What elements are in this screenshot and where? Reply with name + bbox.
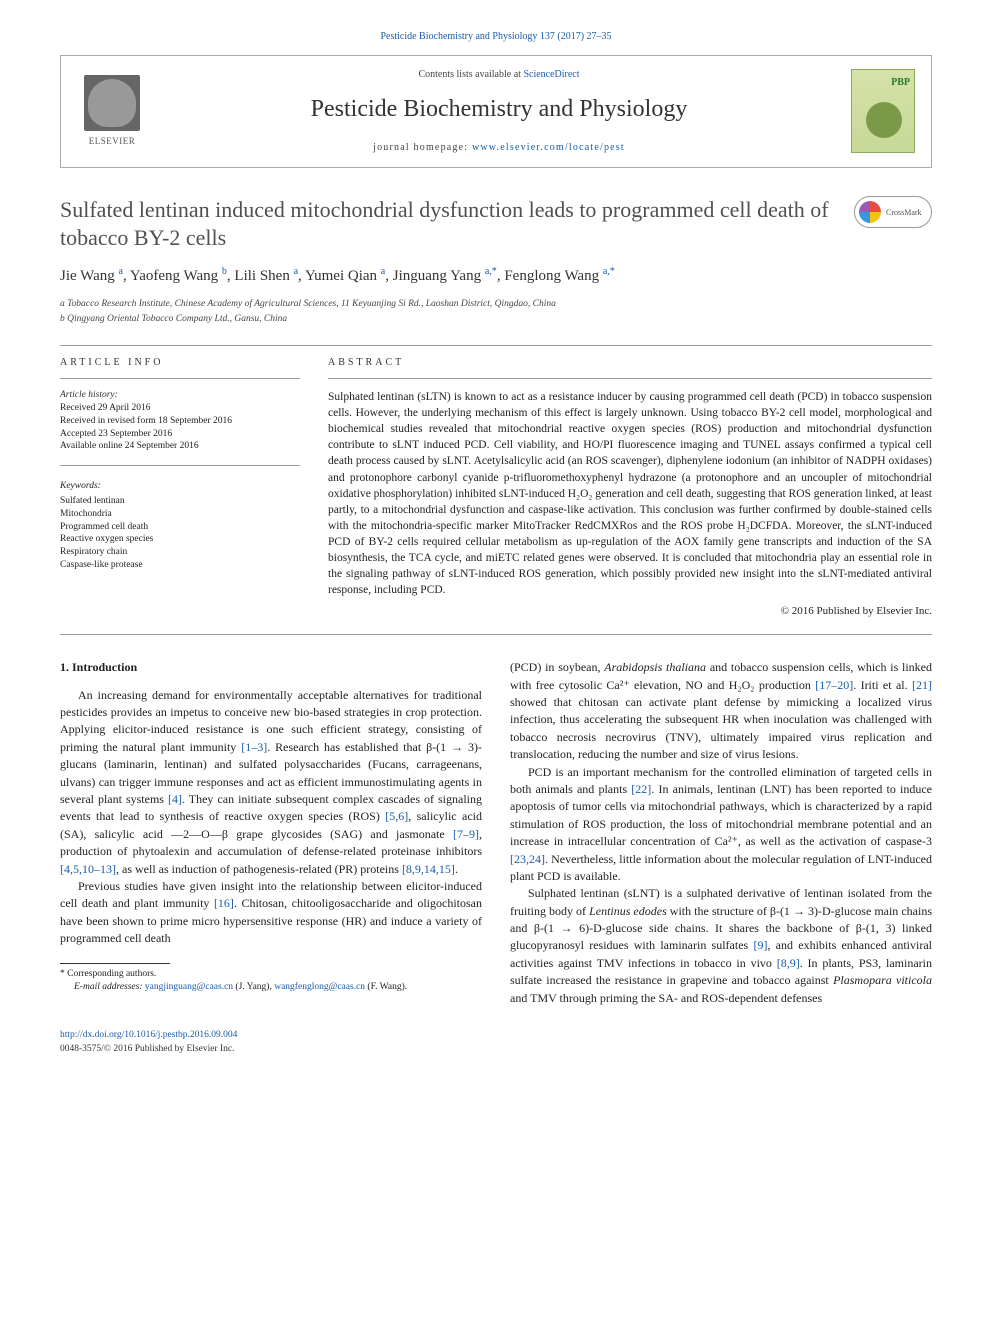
- email-line: E-mail addresses: yangjinguang@caas.cn (…: [60, 981, 482, 993]
- sciencedirect-link[interactable]: ScienceDirect: [523, 69, 579, 80]
- abstract-text: Sulphated lentinan (sLTN) is known to ac…: [328, 389, 932, 598]
- divider: [60, 465, 300, 466]
- body-paragraph: Previous studies have given insight into…: [60, 878, 482, 948]
- body-paragraph: An increasing demand for environmentally…: [60, 687, 482, 878]
- ref-link[interactable]: [8,9,14,15]: [402, 862, 455, 876]
- elsevier-tree-icon: [84, 75, 140, 131]
- ref-link[interactable]: [5,6]: [385, 809, 408, 823]
- footnote-separator: [60, 963, 170, 964]
- body-paragraph: Sulphated lentinan (sLNT) is a sulphated…: [510, 885, 932, 1007]
- ref-link[interactable]: [4]: [168, 792, 182, 806]
- info-abstract-grid: ARTICLE INFO Article history: Received 2…: [60, 356, 932, 621]
- history-item: Accepted 23 September 2016: [60, 428, 300, 441]
- history-label: Article history:: [60, 389, 300, 402]
- ref-link[interactable]: [22]: [631, 782, 651, 796]
- body-paragraph: PCD is an important mechanism for the co…: [510, 764, 932, 886]
- keywords-label: Keywords:: [60, 480, 300, 493]
- ref-link[interactable]: [9]: [753, 938, 767, 952]
- affiliations: a Tobacco Research Institute, Chinese Ac…: [60, 298, 932, 327]
- keyword: Reactive oxygen species: [60, 533, 300, 546]
- journal-title: Pesticide Biochemistry and Physiology: [163, 92, 835, 127]
- history-item: Received 29 April 2016: [60, 402, 300, 415]
- affiliation-a: a Tobacco Research Institute, Chinese Ac…: [60, 298, 932, 312]
- body-paragraph: (PCD) in soybean, Arabidopsis thaliana a…: [510, 659, 932, 763]
- ref-link[interactable]: [8,9]: [777, 956, 800, 970]
- issn-copyright: 0048-3575/© 2016 Published by Elsevier I…: [60, 1043, 932, 1057]
- keyword: Mitochondria: [60, 508, 300, 521]
- history-item: Received in revised form 18 September 20…: [60, 415, 300, 428]
- keyword: Sulfated lentinan: [60, 495, 300, 508]
- journal-masthead: ELSEVIER Contents lists available at Sci…: [60, 55, 932, 169]
- divider: [60, 345, 932, 346]
- keywords-block: Keywords: Sulfated lentinan Mitochondria…: [60, 480, 300, 572]
- email-name: (F. Wang).: [367, 982, 407, 992]
- history-item: Available online 24 September 2016: [60, 440, 300, 453]
- keyword: Programmed cell death: [60, 521, 300, 534]
- homepage-prefix: journal homepage:: [373, 142, 472, 153]
- ref-link[interactable]: [7–9]: [453, 827, 479, 841]
- email-label: E-mail addresses:: [74, 982, 143, 992]
- body-two-column: 1. Introduction An increasing demand for…: [60, 659, 932, 1007]
- crossmark-label: CrossMark: [886, 207, 922, 219]
- crossmark-badge[interactable]: CrossMark: [854, 196, 932, 228]
- email-link[interactable]: wangfenglong@caas.cn: [274, 982, 365, 992]
- abstract-heading: ABSTRACT: [328, 356, 932, 371]
- article-info-column: ARTICLE INFO Article history: Received 2…: [60, 356, 300, 621]
- article-history: Article history: Received 29 April 2016 …: [60, 389, 300, 453]
- abstract-copyright: © 2016 Published by Elsevier Inc.: [328, 604, 932, 620]
- corresponding-author-footnote: * Corresponding authors. E-mail addresse…: [60, 968, 482, 993]
- elsevier-wordmark: ELSEVIER: [89, 135, 136, 148]
- corresponding-label: * Corresponding authors.: [60, 968, 482, 980]
- divider: [60, 378, 300, 379]
- article-info-heading: ARTICLE INFO: [60, 356, 300, 371]
- ref-link[interactable]: [4,5,10–13]: [60, 862, 116, 876]
- crossmark-icon: [859, 201, 881, 223]
- running-citation: Pesticide Biochemistry and Physiology 13…: [60, 30, 932, 45]
- page-footer: http://dx.doi.org/10.1016/j.pestbp.2016.…: [60, 1029, 932, 1057]
- keyword: Caspase-like protease: [60, 559, 300, 572]
- affiliation-b: b Qingyang Oriental Tobacco Company Ltd.…: [60, 313, 932, 327]
- ref-link[interactable]: [1–3]: [241, 740, 267, 754]
- ref-link[interactable]: [23,24]: [510, 852, 545, 866]
- section-heading-introduction: 1. Introduction: [60, 659, 482, 676]
- ref-link[interactable]: [16]: [214, 896, 234, 910]
- ref-link[interactable]: [21]: [912, 678, 932, 692]
- doi-link[interactable]: http://dx.doi.org/10.1016/j.pestbp.2016.…: [60, 1030, 237, 1040]
- title-row: Sulfated lentinan induced mitochondrial …: [60, 196, 932, 251]
- email-link[interactable]: yangjinguang@caas.cn: [145, 982, 233, 992]
- article-title: Sulfated lentinan induced mitochondrial …: [60, 196, 854, 251]
- email-name: (J. Yang),: [235, 982, 271, 992]
- abstract-column: ABSTRACT Sulphated lentinan (sLTN) is kn…: [328, 356, 932, 621]
- contents-prefix: Contents lists available at: [418, 69, 523, 80]
- ref-link[interactable]: [17–20]: [815, 678, 853, 692]
- section-divider: [60, 634, 932, 635]
- citation-link[interactable]: Pesticide Biochemistry and Physiology 13…: [380, 31, 611, 42]
- elsevier-logo: ELSEVIER: [77, 69, 147, 153]
- homepage-line: journal homepage: www.elsevier.com/locat…: [163, 141, 835, 156]
- divider: [328, 378, 932, 379]
- masthead-center: Contents lists available at ScienceDirec…: [163, 68, 835, 156]
- journal-cover-thumbnail: [851, 69, 915, 153]
- contents-line: Contents lists available at ScienceDirec…: [163, 68, 835, 83]
- homepage-link[interactable]: www.elsevier.com/locate/pest: [472, 142, 625, 153]
- author-list: Jie Wang a, Yaofeng Wang b, Lili Shen a,…: [60, 265, 932, 288]
- keyword: Respiratory chain: [60, 546, 300, 559]
